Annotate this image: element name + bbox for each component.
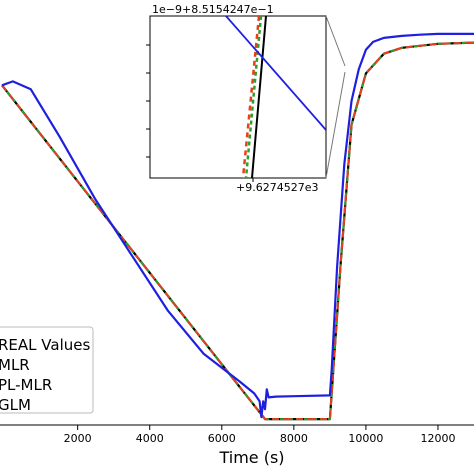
x-tick-label: 8000 [280, 432, 308, 445]
series-line-glm [1, 32, 474, 419]
inset-offset-label-bottom: +9.6274527e3 [236, 181, 318, 194]
inset-connector [325, 71, 346, 179]
inset-line-pl-mlr [241, 16, 261, 178]
legend-entry: MLR [0, 356, 30, 374]
x-tick-label: 4000 [136, 432, 164, 445]
series-line-pl-mlr [1, 41, 474, 421]
inset-line-glm [225, 16, 326, 131]
main-plot-area [0, 32, 474, 426]
x-tick-label: 10000 [348, 432, 383, 445]
inset-line-real-values [251, 16, 267, 178]
zoom-inset: 1e−9+8.5154247e−1 +9.6274527e3 [146, 3, 346, 194]
inset-frame [149, 15, 327, 179]
x-tick-label: 12000 [420, 432, 455, 445]
legend-entry: PL-MLR [0, 376, 52, 394]
inset-line-mlr [244, 16, 263, 178]
legend-box [0, 326, 94, 414]
x-tick-label: 2000 [64, 432, 92, 445]
legend: REAL Values MLR PL-MLR GLM [0, 326, 94, 414]
x-axis: 2000 4000 6000 8000 10000 12000 [64, 425, 455, 445]
legend-entry: REAL Values [0, 336, 90, 354]
inset-offset-label-top: 1e−9+8.5154247e−1 [152, 3, 274, 16]
legend-entry: GLM [0, 396, 31, 414]
x-tick-label: 6000 [208, 432, 236, 445]
x-axis-label: Time (s) [218, 448, 284, 467]
inset-connector [325, 15, 346, 67]
